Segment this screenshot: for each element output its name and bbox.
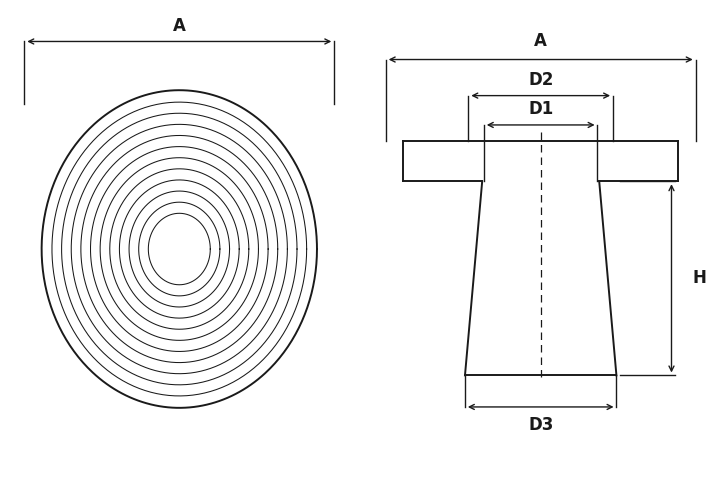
Text: A: A [534, 33, 547, 50]
Text: H: H [692, 269, 706, 288]
Text: D2: D2 [528, 71, 554, 89]
Text: A: A [173, 17, 186, 35]
Text: D3: D3 [528, 416, 554, 434]
Text: D1: D1 [528, 100, 554, 118]
